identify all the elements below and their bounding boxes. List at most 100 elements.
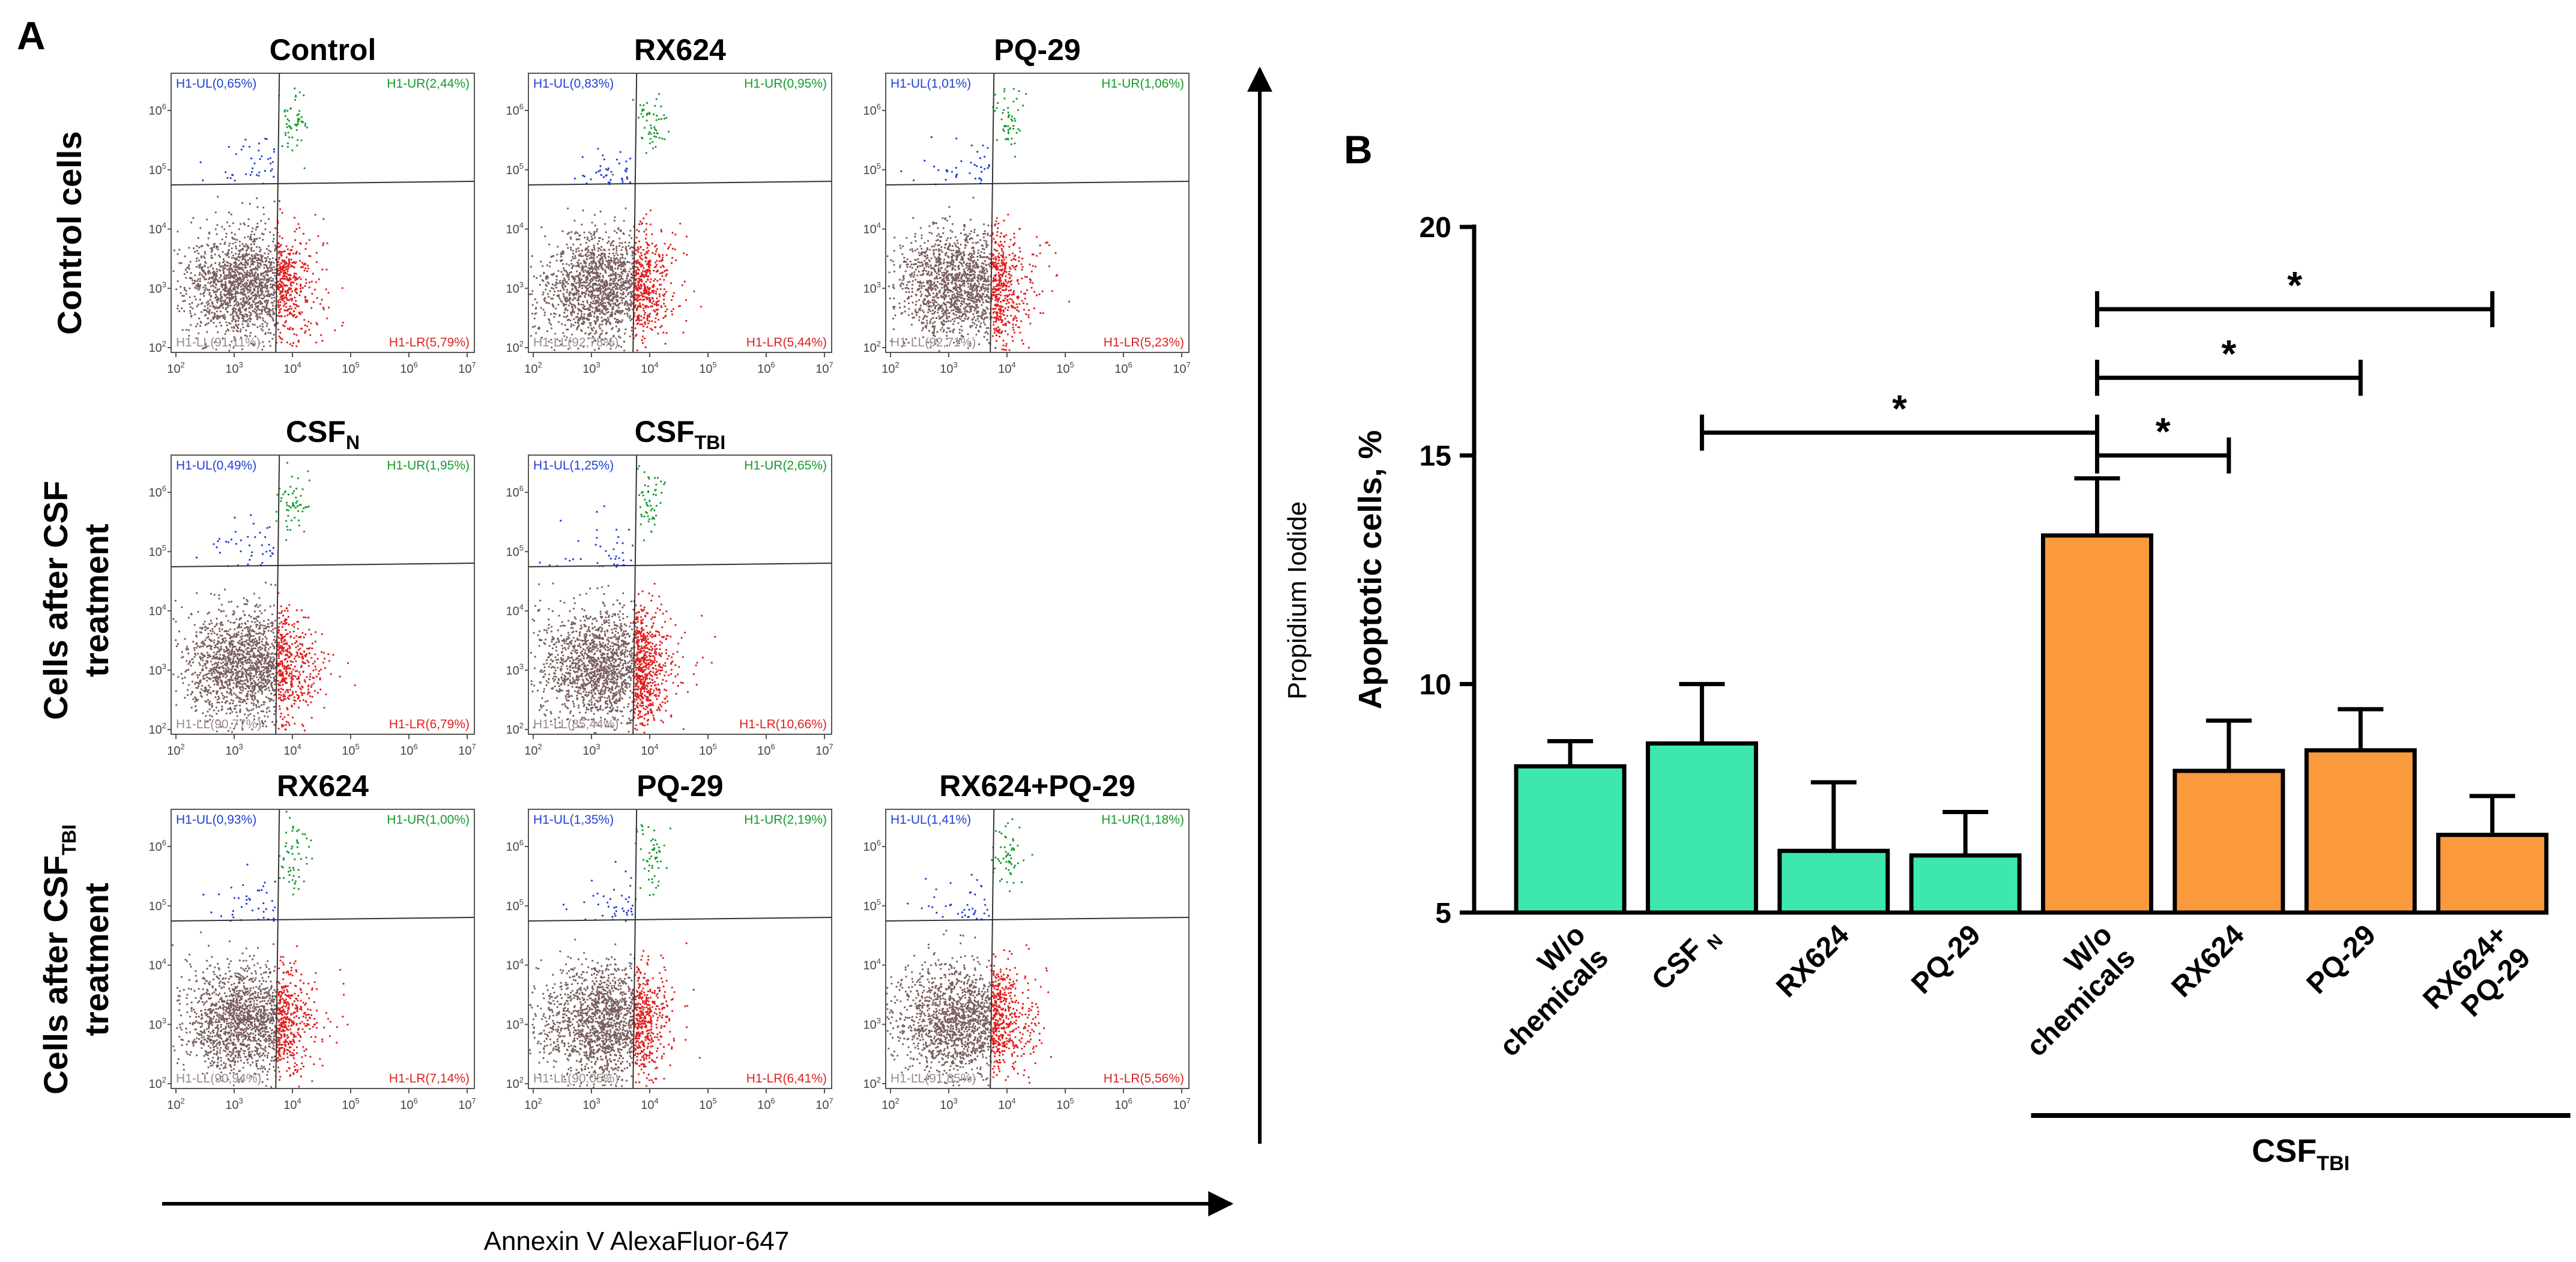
- flow-event-dot: [217, 316, 220, 319]
- flow-event-dot: [655, 119, 658, 121]
- flow-event-dot: [277, 284, 279, 286]
- flow-event-dot: [573, 294, 575, 297]
- flow-event-dot: [223, 318, 226, 321]
- flow-event-dot: [626, 178, 629, 180]
- flow-event-dot: [578, 254, 580, 256]
- flow-event-dot: [261, 232, 263, 235]
- flow-event-dot: [308, 281, 311, 283]
- flow-event-dot: [256, 246, 258, 248]
- flow-event-dot: [291, 136, 294, 139]
- flow-event-dot: [202, 255, 205, 258]
- flow-event-dot: [539, 283, 541, 286]
- flow-event-dot: [661, 306, 663, 309]
- flow-event-dot: [248, 311, 250, 313]
- flow-event-dot: [301, 311, 303, 313]
- flow-event-dot: [264, 170, 267, 172]
- flow-event-dot: [647, 306, 650, 308]
- flow-event-dot: [577, 263, 580, 265]
- flow-event-dot: [646, 119, 648, 122]
- flow-event-dot: [587, 294, 590, 296]
- flow-event-dot: [627, 292, 630, 294]
- flow-event-dot: [557, 321, 560, 324]
- flow-event-dot: [320, 334, 322, 336]
- flow-event-dot: [550, 324, 552, 326]
- flow-event-dot: [238, 244, 241, 247]
- flow-event-dot: [572, 256, 574, 258]
- flow-event-dot: [261, 309, 263, 312]
- flow-event-dot: [265, 305, 268, 308]
- flow-event-dot: [255, 294, 257, 297]
- flow-event-dot: [1038, 293, 1041, 295]
- flow-event-dot: [244, 258, 246, 261]
- flow-event-dot: [637, 284, 639, 286]
- flow-event-dot: [562, 267, 565, 270]
- flow-event-dot: [289, 327, 292, 329]
- flow-event-dot: [273, 234, 275, 236]
- flow-event-dot: [252, 262, 254, 264]
- flow-event-dot: [253, 277, 255, 280]
- flow-event-dot: [597, 316, 599, 318]
- flow-event-dot: [245, 250, 247, 252]
- flow-event-dot: [976, 318, 979, 320]
- flow-event-dot: [976, 255, 979, 258]
- flow-event-dot: [673, 292, 676, 294]
- flow-event-dot: [984, 230, 986, 232]
- flow-event-dot: [285, 245, 288, 247]
- flow-event-dot: [946, 219, 949, 222]
- flow-event-dot: [604, 253, 606, 256]
- flow-event-dot: [293, 274, 295, 277]
- flow-event-dot: [612, 244, 614, 247]
- flow-event-dot: [659, 272, 662, 274]
- flow-event-dot: [1035, 294, 1038, 297]
- flow-event-dot: [975, 301, 978, 303]
- flow-event-dot: [215, 245, 218, 247]
- flow-event-dot: [219, 243, 222, 245]
- flow-event-dot: [615, 319, 618, 321]
- flow-event-dot: [981, 270, 984, 273]
- flow-event-dot: [290, 127, 292, 130]
- flow-event-dot: [958, 268, 960, 270]
- flow-event-dot: [231, 270, 234, 273]
- flow-event-dot: [219, 262, 221, 264]
- flow-event-dot: [302, 232, 304, 235]
- flow-event-dot: [215, 325, 217, 328]
- flow-event-dot: [653, 135, 656, 137]
- flow-event-dot: [256, 313, 259, 316]
- flow-event-dot: [925, 265, 928, 268]
- flow-event-dot: [969, 264, 972, 267]
- flow-event-dot: [949, 216, 951, 218]
- flow-event-dot: [219, 256, 221, 258]
- flow-event-dot: [612, 257, 615, 259]
- flow-event-dot: [276, 315, 279, 317]
- flow-event-dot: [982, 236, 985, 238]
- flow-event-dot: [599, 308, 601, 310]
- flow-event-dot: [208, 232, 211, 235]
- flow-event-dot: [932, 223, 934, 225]
- flow-event-dot: [271, 280, 274, 282]
- flow-event-dot: [630, 296, 633, 298]
- flow-event-dot: [227, 262, 229, 264]
- flow-event-dot: [658, 300, 660, 302]
- flow-event-dot: [562, 292, 564, 295]
- flow-event-dot: [642, 292, 645, 295]
- flow-event-dot: [931, 309, 934, 312]
- flow-event-dot: [199, 325, 201, 327]
- flow-event-dot: [579, 309, 582, 312]
- flow-event-dot: [253, 287, 256, 289]
- flow-event-dot: [655, 317, 657, 319]
- flow-event-dot: [636, 300, 639, 302]
- flow-event-dot: [201, 266, 204, 269]
- flow-event-dot: [260, 254, 262, 256]
- flow-event-dot: [243, 288, 245, 290]
- flow-event-dot: [606, 282, 609, 285]
- flow-event-dot: [574, 293, 576, 295]
- flow-event-dot: [598, 325, 600, 328]
- flow-event-dot: [257, 278, 259, 280]
- flow-event-dot: [184, 288, 186, 291]
- flow-event-dot: [682, 331, 685, 334]
- flow-event-dot: [612, 240, 615, 243]
- flow-event-dot: [247, 279, 249, 282]
- flow-event-dot: [904, 300, 906, 303]
- flow-event-dot: [235, 297, 237, 300]
